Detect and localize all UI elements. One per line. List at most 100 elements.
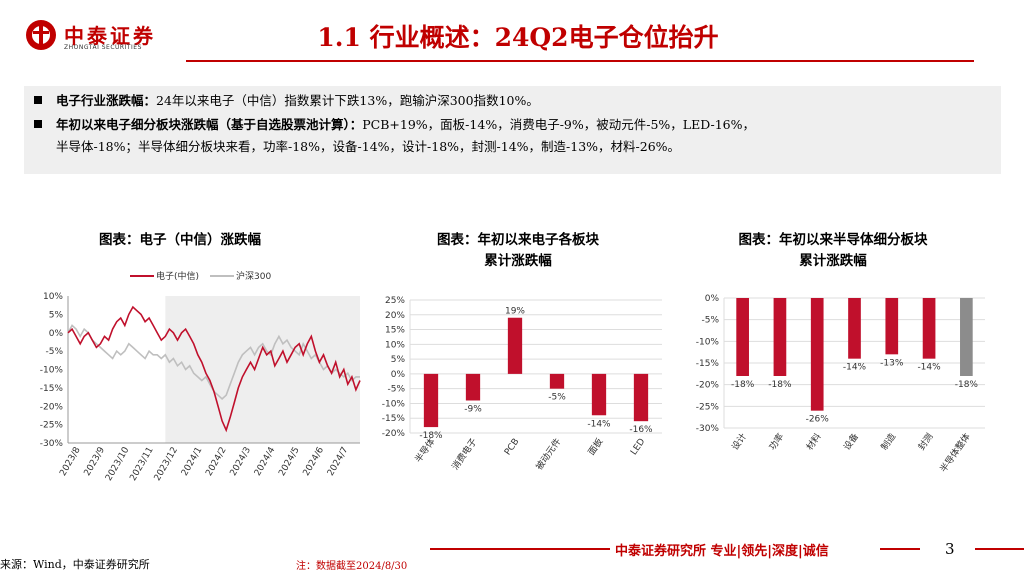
bullet1-text: 24年以来电子（中信）指数累计下跌13%，跑输沪深300指数10%。	[156, 93, 539, 108]
x-tick-label: 2024/3	[229, 446, 253, 478]
data-label: -13%	[880, 358, 904, 368]
bar	[736, 298, 749, 376]
bullet1-label: 电子行业涨跌幅：	[56, 93, 157, 108]
y-tick-label: -20%	[382, 429, 406, 439]
x-tick-label: 2023/9	[83, 445, 108, 478]
y-tick-label: -5%	[701, 316, 719, 326]
x-tick-label: 2024/2	[204, 446, 228, 478]
bar	[848, 298, 861, 359]
x-tick-label: 2024/4	[253, 445, 278, 478]
footer-source: 来源：Wind，中泰证券研究所	[0, 558, 150, 571]
bar	[960, 298, 973, 376]
y-tick-label: -5%	[387, 385, 405, 395]
bar	[810, 298, 824, 411]
y-tick-label: 5%	[391, 355, 406, 365]
summary-bullet-1: 电子行业涨跌幅：24年以来电子（中信）指数累计下跌13%，跑输沪深300指数10…	[34, 90, 539, 112]
y-tick-label: 0%	[705, 294, 720, 304]
bar	[549, 373, 565, 389]
x-tick-label: 设计	[729, 431, 749, 453]
chart3-title: 图表：年初以来半导体细分板块 累计涨跌幅	[688, 230, 978, 272]
legend-label-electronics: 电子(中信)	[156, 270, 199, 282]
y-tick-label: 0%	[49, 329, 64, 339]
data-label: -14%	[843, 363, 867, 373]
y-tick-label: -20%	[40, 402, 64, 412]
chart2-title-line1: 图表：年初以来电子各板块	[437, 232, 599, 248]
summary-box: 电子行业涨跌幅：24年以来电子（中信）指数累计下跌13%，跑输沪深300指数10…	[24, 86, 1001, 174]
bar	[633, 373, 649, 422]
data-label: -18%	[419, 431, 443, 441]
x-tick-label: 2024/5	[277, 446, 301, 478]
data-label: -9%	[464, 404, 482, 414]
chart-bar-sectors: 25%20%15%10%5%0%-5%-10%-15%-20% -18%半导体-9…	[382, 296, 662, 472]
x-tick-label: 2023/12	[153, 446, 180, 483]
bar	[423, 373, 439, 428]
data-label: -18%	[955, 380, 979, 390]
series-line-electronics	[67, 305, 361, 433]
bar	[465, 373, 481, 401]
y-tick-label: 15%	[385, 326, 405, 336]
footer-line-right	[975, 548, 1024, 550]
y-tick-label: -30%	[40, 439, 64, 449]
x-tick-label: 封测	[915, 431, 935, 453]
logo-english: ZHONGTAI SECURITIES	[64, 44, 142, 51]
title-divider	[186, 60, 974, 62]
y-tick-label: 10%	[43, 292, 63, 302]
footer-brand: 中泰证券研究所 专业|领先|深度|诚信	[615, 544, 829, 559]
logo-emblem-icon	[26, 20, 56, 50]
shaded-region	[165, 296, 360, 443]
data-label: -18%	[731, 380, 755, 390]
data-label: -14%	[587, 419, 611, 429]
bullet-square-icon	[34, 120, 42, 128]
y-tick-label: 20%	[385, 311, 405, 321]
x-tick-label: 2023/11	[128, 446, 155, 483]
y-tick-label: -15%	[40, 384, 64, 394]
x-tick-label: 2023/8	[58, 445, 83, 478]
chart2-title: 图表：年初以来电子各板块 累计涨跌幅	[378, 230, 658, 272]
legend-label-csi300: 沪深300	[236, 270, 271, 282]
y-tick-label: 0%	[391, 370, 406, 380]
y-tick-label: -15%	[382, 414, 406, 424]
x-tick-label: 材料	[804, 431, 824, 453]
y-tick-label: -20%	[696, 381, 720, 391]
bar	[591, 373, 607, 416]
y-tick-label: -15%	[696, 359, 720, 369]
bar	[885, 298, 899, 355]
y-tick-label: -30%	[696, 424, 720, 434]
bar	[507, 317, 523, 374]
page-title: 1.1 行业概述：24Q2电子仓位抬升	[317, 23, 719, 52]
summary-bullet-2-continued: 半导体-18%；半导体细分板块来看，功率-18%，设备-14%，设计-18%，封…	[56, 139, 681, 154]
x-tick-label: 面板	[585, 436, 605, 458]
chart3-title-line2: 累计涨跌幅	[799, 253, 867, 269]
y-tick-label: 5%	[49, 310, 64, 320]
bullet2-text: PCB+19%，面板-14%，消费电子-9%，被动元件-5%，LED-16%，	[362, 117, 755, 132]
y-tick-label: -10%	[40, 366, 64, 376]
chart2-title-line2: 累计涨跌幅	[484, 253, 552, 269]
x-tick-label: 制造	[878, 431, 898, 453]
y-tick-label: -25%	[696, 402, 720, 412]
y-tick-label: -25%	[40, 421, 64, 431]
chart-bar-semiconductor: 0% -5% -10% -15% -20% -25% -30% -18% 设计 -18% 功率 -26…	[696, 294, 985, 473]
x-tick-label: 被动元件	[533, 436, 563, 472]
data-label: -5%	[548, 393, 566, 403]
footer-note: 注：数据截至2024/8/30	[296, 561, 408, 572]
x-tick-label: 功率	[766, 431, 786, 453]
x-tick-label: 半导体整体	[937, 431, 973, 473]
company-logo: 中泰证券 ZHONGTAI SECURITIES	[24, 18, 164, 52]
data-label: -18%	[768, 380, 792, 390]
y-tick-label: 25%	[385, 296, 405, 306]
x-tick-label: 2024/1	[180, 446, 204, 478]
chart3-title-line1: 图表：年初以来半导体细分板块	[738, 232, 928, 248]
bar	[922, 298, 936, 359]
data-label: -26%	[806, 415, 830, 425]
chart-line-electronics: 10%5%0%-5%-10%-15%-20%-25%-30%2023/8 2023…	[40, 270, 361, 483]
logo-name: 中泰证券	[64, 24, 156, 48]
x-tick-label: 设备	[841, 431, 861, 453]
bullet2-label: 年初以来电子细分板块涨跌幅（基于自选股票池计算）：	[56, 117, 363, 132]
x-tick-label: LED	[629, 437, 647, 457]
page-number: 3	[945, 540, 955, 558]
data-label: 19%	[505, 307, 525, 317]
summary-bullet-2: 年初以来电子细分板块涨跌幅（基于自选股票池计算）：PCB+19%，面板-14%，…	[34, 114, 755, 136]
chart1-title: 图表：电子（中信）涨跌幅	[99, 232, 261, 248]
y-tick-label: -5%	[45, 347, 63, 357]
x-tick-label: 2024/7	[326, 446, 350, 478]
